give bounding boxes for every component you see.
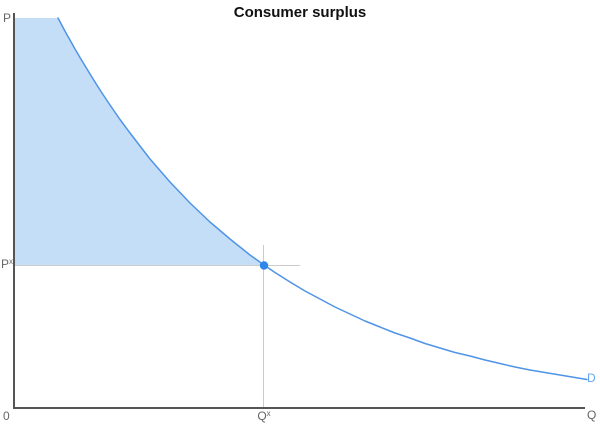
consumer-surplus-area	[15, 18, 264, 266]
demand-curve	[57, 17, 588, 381]
price-level-superscript: x	[9, 257, 13, 266]
quantity-level-base: Q	[257, 409, 267, 423]
x-axis-title-q: Q	[587, 408, 597, 422]
demand-curve-label-d: D	[587, 371, 596, 385]
price-level-base: P	[0, 257, 9, 271]
origin-label: 0	[3, 409, 10, 423]
price-level-label: Px	[0, 258, 13, 271]
chart-title: Consumer surplus	[233, 4, 367, 21]
y-axis-title-p: P	[3, 11, 12, 25]
equilibrium-point-marker[interactable]	[259, 261, 269, 270]
quantity-level-superscript: x	[266, 409, 271, 418]
quantity-level-label: Qx	[253, 410, 275, 423]
